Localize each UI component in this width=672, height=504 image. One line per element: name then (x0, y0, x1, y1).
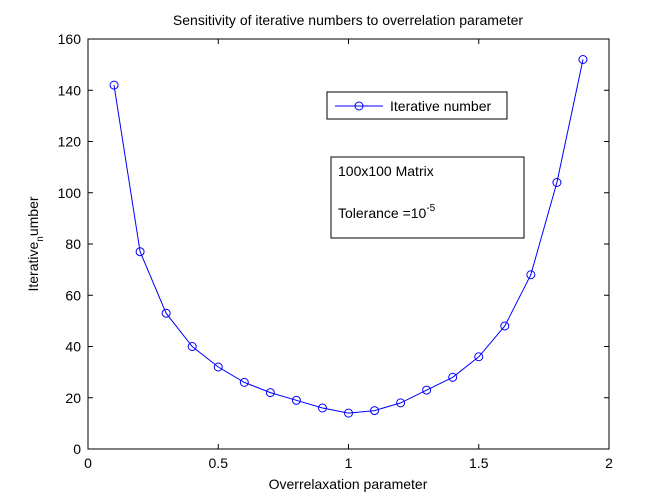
y-tick-label: 80 (65, 236, 81, 252)
annotation-box: 100x100 Matrix Tolerance =10-5 (330, 156, 525, 239)
x-axis-label: Overrelaxation parameter (269, 476, 428, 492)
data-point (448, 372, 458, 382)
data-point (500, 321, 510, 331)
annotation-line-matrix: 100x100 Matrix (338, 163, 434, 179)
series-line (113, 59, 584, 414)
y-axis-label-subscript: n (35, 236, 46, 242)
data-point (344, 408, 353, 418)
y-tick-label: 0 (73, 441, 81, 457)
data-point (317, 403, 327, 413)
x-tick-label: 2 (605, 455, 613, 471)
data-point (370, 406, 380, 416)
y-axis-label-rest: umber (25, 196, 41, 236)
x-tick-label: 0 (84, 455, 92, 471)
y-tick-label: 120 (58, 134, 82, 150)
data-point (526, 270, 536, 280)
legend: Iterative number (326, 91, 508, 120)
data-point (474, 352, 484, 362)
y-tick-label: 140 (58, 82, 82, 98)
data-point (396, 398, 406, 408)
legend-label: Iterative number (390, 98, 491, 114)
annotation-line-tolerance: Tolerance =10-5 (338, 203, 436, 221)
annotation-frame (330, 156, 525, 239)
x-tick-label: 0.5 (209, 455, 229, 471)
y-tick-label: 60 (65, 287, 81, 303)
data-point (135, 247, 145, 257)
y-axis-ticks: 0 20 40 60 80 100 120 140 160 (58, 31, 609, 457)
data-point (187, 342, 197, 351)
y-tick-label: 100 (58, 185, 82, 201)
data-point (552, 178, 562, 187)
svg-text:Iterativenumber: Iterativenumber (25, 196, 46, 291)
legend-marker-sample (354, 101, 364, 111)
x-tick-label: 1.5 (469, 455, 489, 471)
series-layer (109, 55, 588, 418)
y-axis-label: Iterativenumber (25, 196, 46, 291)
y-tick-label: 160 (58, 31, 82, 47)
chart-title: Sensitivity of iterative numbers to over… (173, 12, 523, 28)
annotation-tolerance-exponent: -5 (426, 203, 435, 214)
data-point (291, 395, 301, 405)
y-tick-label: 40 (65, 339, 81, 355)
data-point (213, 362, 223, 372)
x-axis-ticks: 0 0.5 1 1.5 2 (84, 39, 613, 471)
y-tick-label: 20 (65, 390, 81, 406)
data-point (578, 55, 588, 64)
data-point (109, 80, 119, 90)
data-point (265, 388, 275, 398)
data-point (239, 377, 249, 387)
annotation-tolerance-base: Tolerance =10 (338, 205, 427, 221)
data-point (161, 308, 171, 318)
data-point (422, 385, 432, 395)
x-tick-label: 1 (345, 455, 353, 471)
y-axis-label-main: Iterative (25, 242, 41, 292)
